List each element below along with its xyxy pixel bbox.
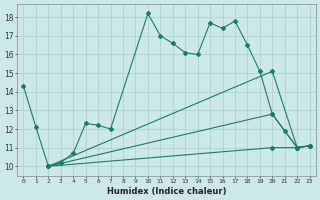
X-axis label: Humidex (Indice chaleur): Humidex (Indice chaleur) [107, 187, 226, 196]
